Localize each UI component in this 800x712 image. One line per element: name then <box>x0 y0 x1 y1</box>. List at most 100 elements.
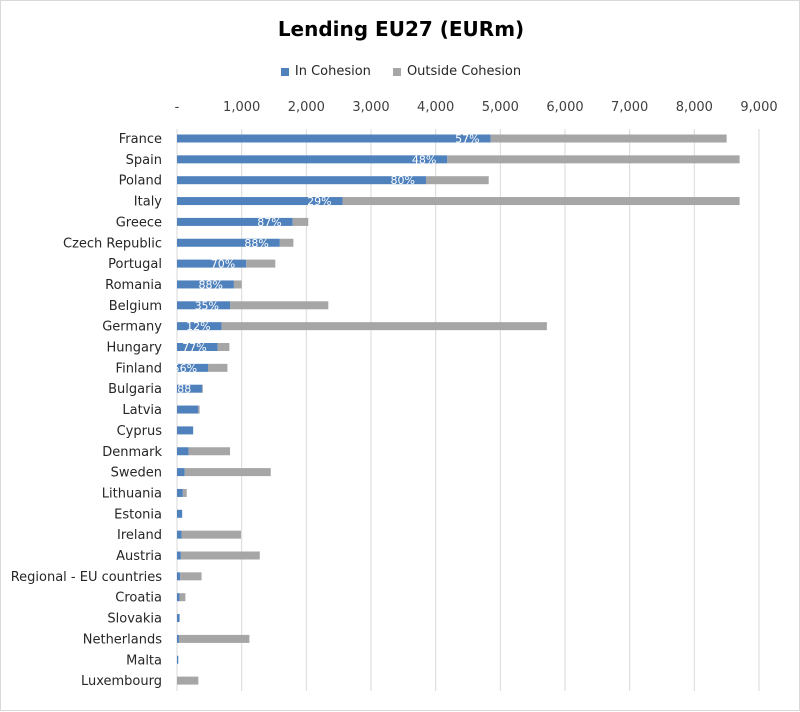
category-label: Croatia <box>115 591 162 606</box>
category-label: Portugal <box>108 257 162 272</box>
bar-outside-cohesion-france <box>490 134 727 143</box>
x-tick-label: 1,000 <box>223 100 260 115</box>
bar-in-cohesion-estonia <box>177 509 183 518</box>
category-label: Lithuania <box>102 486 162 501</box>
category-label: Latvia <box>122 403 162 418</box>
bar-outside-cohesion-bulgaria <box>202 384 203 393</box>
bar-outside-cohesion-germany <box>221 322 547 331</box>
x-tick-label: 9,000 <box>740 100 777 115</box>
bar-in-cohesion-germany <box>177 322 222 331</box>
data-label: 88 <box>177 383 191 396</box>
bar-outside-cohesion-denmark <box>188 447 231 456</box>
category-label: Ireland <box>117 528 162 543</box>
category-label: Bulgaria <box>108 382 162 397</box>
legend-item-in-cohesion: In Cohesion <box>280 64 371 79</box>
bar-outside-cohesion-croatia <box>179 593 186 602</box>
x-tick-label: - <box>175 100 180 115</box>
bar-in-cohesion-spain <box>177 155 448 164</box>
category-label: Cyprus <box>117 424 163 439</box>
legend-swatch-outside-cohesion <box>392 67 401 76</box>
bar-outside-cohesion-hungary <box>217 343 230 351</box>
bar-outside-cohesion-luxembourg <box>177 676 199 685</box>
bar-outside-cohesion-belgium <box>230 301 329 310</box>
bar-outside-cohesion-italy <box>342 197 740 206</box>
bar-in-cohesion-belgium <box>177 301 231 310</box>
data-label: 88% <box>198 278 222 291</box>
category-label: Hungary <box>106 341 162 356</box>
category-label: France <box>119 132 162 147</box>
category-label: Poland <box>119 174 162 189</box>
data-label: 77% <box>182 341 206 354</box>
category-label: Estonia <box>114 507 162 522</box>
bar-outside-cohesion-regional-eu-countries <box>180 572 202 581</box>
category-label: Slovakia <box>107 612 162 627</box>
bar-outside-cohesion-austria <box>180 551 260 560</box>
bar-outside-cohesion-lithuania <box>182 488 187 497</box>
bar-in-cohesion-netherlands <box>177 634 179 643</box>
x-tick-label: 5,000 <box>482 100 519 115</box>
data-label: 35% <box>195 299 219 312</box>
bar-in-cohesion-slovakia <box>177 614 180 623</box>
bar-in-cohesion-hungary <box>177 343 218 351</box>
legend-label-in-cohesion: In Cohesion <box>294 64 371 79</box>
bar-in-cohesion-ireland <box>177 530 182 539</box>
x-tick-label: 4,000 <box>417 100 454 115</box>
data-label: 57% <box>455 133 479 146</box>
bar-outside-cohesion-spain <box>447 155 740 164</box>
x-tick-label: 6,000 <box>546 100 583 115</box>
category-label: Regional - EU countries <box>11 570 163 585</box>
category-label: Finland <box>116 361 162 376</box>
bar-in-cohesion-romania <box>177 280 234 289</box>
bar-in-cohesion-bulgaria <box>177 384 203 393</box>
category-label: Spain <box>126 153 162 168</box>
category-label: Luxembourg <box>81 674 162 689</box>
bar-outside-cohesion-portugal <box>246 259 276 268</box>
bar-in-cohesion-denmark <box>177 447 189 456</box>
category-label: Austria <box>116 549 162 564</box>
bar-in-cohesion-austria <box>177 551 181 560</box>
bar-in-cohesion-finland <box>177 363 209 372</box>
category-label: Greece <box>116 215 162 230</box>
legend-swatch-in-cohesion <box>280 67 289 76</box>
bar-outside-cohesion-ireland <box>181 530 242 539</box>
chart-title: Lending EU27 (EURm) <box>277 17 525 41</box>
bar-outside-cohesion-latvia <box>198 405 200 414</box>
bar-outside-cohesion-netherlands <box>178 634 250 643</box>
legend-label-outside-cohesion: Outside Cohesion <box>406 64 522 79</box>
bar-in-cohesion-latvia <box>177 405 199 414</box>
category-label: Netherlands <box>83 632 162 647</box>
bar-in-cohesion-czech-republic <box>177 238 280 247</box>
data-label: 88% <box>244 237 268 250</box>
bar-in-cohesion-greece <box>177 217 293 226</box>
bar-in-cohesion-regional-eu-countries <box>177 572 181 581</box>
category-label: Sweden <box>111 466 162 481</box>
data-label: 48% <box>412 153 436 166</box>
x-tick-label: 3,000 <box>352 100 389 115</box>
category-label: Malta <box>126 653 162 668</box>
bar-outside-cohesion-czech-republic <box>279 238 294 247</box>
data-label: 87% <box>257 216 281 229</box>
x-tick-label: 8,000 <box>676 100 713 115</box>
data-label: 12% <box>186 320 210 333</box>
bar-in-cohesion-lithuania <box>177 488 183 497</box>
bar-outside-cohesion-poland <box>425 176 489 185</box>
bar-outside-cohesion-sweden <box>184 468 271 477</box>
bar-outside-cohesion-romania <box>233 280 242 289</box>
legend-item-outside-cohesion: Outside Cohesion <box>392 64 522 79</box>
bar-in-cohesion-france <box>177 134 491 143</box>
bar-in-cohesion-croatia <box>177 593 180 602</box>
bar-in-cohesion-cyprus <box>177 426 194 435</box>
bar-in-cohesion-poland <box>177 176 426 185</box>
legend: In Cohesion Outside Cohesion <box>1 64 800 79</box>
category-label: Czech Republic <box>63 236 162 251</box>
x-tick-label: 7,000 <box>611 100 648 115</box>
category-label: Germany <box>102 320 162 335</box>
data-label: 80% <box>391 174 415 187</box>
category-label: Romania <box>105 278 162 293</box>
bar-in-cohesion-italy <box>177 197 343 206</box>
data-label: 29% <box>307 195 331 208</box>
x-tick-label: 2,000 <box>288 100 325 115</box>
bar-outside-cohesion-greece <box>292 217 309 226</box>
